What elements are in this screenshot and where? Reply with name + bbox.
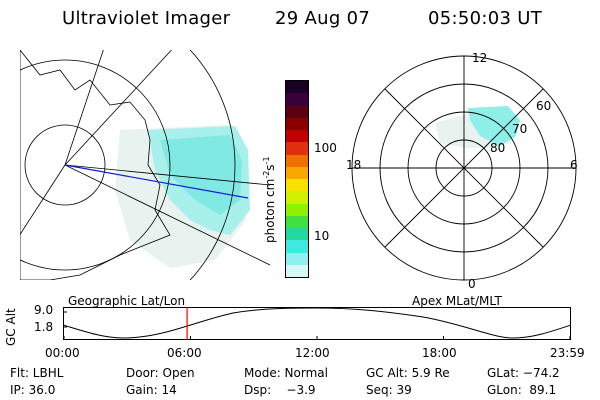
lat-circle-inner	[24, 124, 106, 206]
mlt-label-top: 12	[472, 51, 487, 65]
timeline-xtick-0000: 00:00	[45, 346, 80, 360]
meridian-line	[20, 164, 66, 236]
footpoint-line	[64, 164, 249, 199]
meridian-line	[64, 50, 104, 166]
mlt-label-left: 18	[346, 158, 361, 172]
filter-info: Flt: LBHL	[10, 366, 64, 380]
glon-info: GLon: 89.1	[487, 383, 557, 397]
mlt-label-right: 6	[570, 158, 578, 172]
mlt-spoke	[384, 88, 544, 248]
colorbar-segment	[286, 105, 308, 118]
colorbar-segment	[286, 240, 308, 253]
polar-panel-caption: Apex MLat/MLT	[412, 294, 502, 308]
mlt-label-bottom: 0	[468, 277, 476, 288]
dsp-info: Dsp: −3.9	[244, 383, 316, 397]
colorbar-segment	[286, 228, 308, 241]
lat-circle-middle	[20, 59, 171, 271]
mlat-label-80: 80	[490, 141, 505, 155]
mode-info: Mode: Normal	[244, 366, 328, 380]
polar-plot: 12 18 6 0 60 70 80	[346, 51, 578, 288]
colorbar-segment	[286, 81, 308, 94]
colorbar-segment	[286, 179, 308, 192]
aurora-core	[160, 135, 242, 215]
timeline-xtick-1800: 18:00	[422, 346, 457, 360]
meridian-line	[64, 164, 270, 266]
mlat-label-70: 70	[512, 122, 527, 136]
time-label: 05:50:03 UT	[428, 8, 543, 29]
date-label: 29 Aug 07	[275, 8, 371, 29]
geo-panel-caption: Geographic Lat/Lon	[68, 294, 186, 308]
geographic-image-panel	[20, 50, 270, 280]
gc-alt-info: GC Alt: 5.9 Re	[366, 366, 450, 380]
lat-circle-outer	[189, 50, 236, 280]
meridian-line	[64, 50, 173, 166]
mlat-label-60: 60	[536, 99, 551, 113]
colorbar-segment	[286, 130, 308, 143]
colorbar-segment	[286, 215, 308, 228]
colorbar-segment	[286, 191, 308, 204]
gain-info: Gain: 14	[126, 383, 177, 397]
glat-info: GLat: −74.2	[487, 366, 560, 380]
seq-info: Seq: 39	[366, 383, 412, 397]
colorbar-segment	[286, 93, 308, 106]
instrument-title: Ultraviolet Imager	[62, 8, 231, 29]
colorbar-segment	[286, 264, 308, 277]
door-info: Door: Open	[126, 366, 195, 380]
colorbar-tick-100: 100	[314, 141, 337, 155]
timeline-xtick-0600: 06:00	[167, 346, 202, 360]
altitude-timeline	[63, 307, 572, 340]
colorbar-segment	[286, 142, 308, 155]
altitude-curve	[63, 307, 572, 339]
timeline-ytick-low: 1.8	[34, 320, 54, 334]
polar-aurora	[468, 106, 520, 146]
timeline-xtick-2359: 23:59	[550, 346, 585, 360]
timeline-ytick-high: 9.0	[34, 303, 54, 317]
colorbar-segment	[286, 154, 308, 167]
continent-outline	[20, 50, 171, 280]
ip-info: IP: 36.0	[10, 383, 56, 397]
timeline-ylabel: GC Alt	[4, 308, 18, 346]
timeline-xtick-1200: 12:00	[295, 346, 330, 360]
meridian-line	[64, 164, 270, 186]
colorbar-tick-10: 10	[314, 229, 330, 243]
colorbar-segment	[286, 166, 308, 179]
colorbar	[285, 80, 309, 278]
colorbar-segment	[286, 203, 308, 216]
colorbar-segment	[286, 117, 308, 130]
colorbar-segment	[286, 252, 308, 265]
colorbar-unit-label: photon cm-2s-1	[262, 156, 277, 243]
